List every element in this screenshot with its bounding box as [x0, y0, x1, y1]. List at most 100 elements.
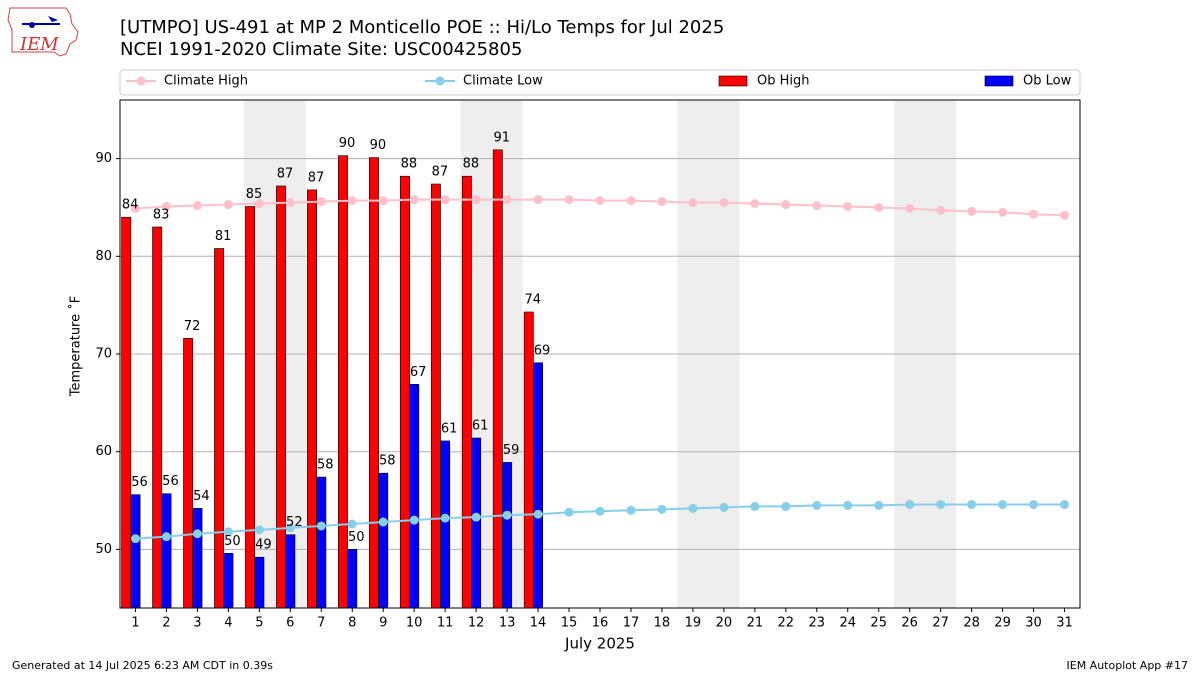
line-marker — [533, 195, 543, 205]
x-tick-label: 5 — [255, 616, 263, 631]
bar — [121, 216, 132, 609]
bar — [245, 206, 256, 609]
data-label: 56 — [131, 475, 148, 490]
x-tick-label: 15 — [561, 616, 578, 631]
data-label: 58 — [317, 458, 334, 473]
x-tick-label: 24 — [839, 616, 856, 631]
bar — [338, 155, 348, 609]
chart-subtitle: NCEI 1991-2020 Climate Site: USC00425805 — [120, 39, 522, 60]
data-label: 61 — [441, 421, 458, 436]
line-marker — [130, 203, 140, 213]
line-marker — [1029, 499, 1039, 509]
x-tick-label: 2 — [162, 616, 170, 631]
line-marker — [843, 201, 853, 211]
line-marker — [254, 199, 264, 209]
line-marker — [812, 201, 822, 211]
x-tick-label: 21 — [747, 616, 764, 631]
x-tick-label: 30 — [1025, 616, 1042, 631]
line-marker — [1060, 499, 1070, 509]
x-tick-label: 25 — [870, 616, 887, 631]
bar — [347, 549, 358, 609]
bar — [161, 493, 172, 609]
bar — [183, 338, 194, 609]
line-marker — [843, 500, 853, 510]
bar — [461, 175, 472, 609]
x-tick-label: 1 — [131, 616, 139, 631]
bar — [523, 311, 534, 609]
x-tick-label: 13 — [499, 616, 516, 631]
footer-right: IEM Autoplot App #17 — [1067, 659, 1189, 672]
line-marker — [595, 506, 605, 516]
line-marker — [595, 196, 605, 206]
bar — [223, 552, 234, 609]
legend-swatch — [984, 75, 1014, 87]
line-marker — [192, 529, 202, 539]
data-label: 69 — [534, 343, 551, 358]
logo-dot — [29, 22, 35, 28]
x-tick-label: 11 — [437, 616, 454, 631]
logo-text: IEM — [19, 34, 59, 55]
data-label: 74 — [525, 292, 542, 307]
line-marker — [874, 202, 884, 212]
line-marker — [192, 201, 202, 211]
data-label: 59 — [503, 443, 520, 458]
data-label: 58 — [379, 454, 396, 469]
bar — [502, 462, 513, 609]
bar — [399, 175, 410, 609]
x-tick-label: 7 — [317, 616, 325, 631]
line-marker — [1060, 210, 1070, 220]
line-marker — [781, 200, 791, 210]
line-marker — [688, 198, 698, 208]
bar — [254, 556, 265, 609]
logo: IEM — [7, 7, 79, 57]
bar — [430, 183, 441, 609]
data-label: 87 — [308, 170, 325, 185]
legend-swatch — [136, 76, 146, 86]
y-tick-label: 90 — [95, 151, 112, 166]
x-tick-label: 16 — [592, 616, 609, 631]
line-marker — [657, 197, 667, 207]
bar — [471, 437, 482, 609]
data-label: 90 — [339, 136, 356, 151]
bar — [276, 185, 286, 609]
data-label: 88 — [401, 157, 418, 172]
x-tick-label: 31 — [1056, 616, 1073, 631]
line-marker — [347, 196, 357, 206]
line-marker — [1029, 209, 1039, 219]
line-marker — [998, 499, 1008, 509]
line-marker — [905, 203, 915, 213]
line-marker — [347, 519, 357, 529]
x-tick-label: 19 — [685, 616, 702, 631]
footer-left: Generated at 14 Jul 2025 6:23 AM CDT in … — [12, 659, 273, 672]
line-marker — [161, 201, 171, 211]
legend-swatch — [718, 75, 748, 87]
line-marker — [254, 525, 264, 535]
line-marker — [905, 499, 915, 509]
line-marker — [936, 205, 946, 215]
x-tick-label: 12 — [468, 616, 485, 631]
bar — [409, 383, 420, 609]
y-tick-label: 80 — [95, 249, 112, 264]
data-label: 87 — [432, 165, 449, 180]
bar — [378, 472, 389, 609]
bar — [533, 362, 544, 609]
bar — [368, 157, 379, 609]
x-tick-label: 28 — [963, 616, 980, 631]
line-marker — [626, 196, 636, 206]
line-marker — [161, 532, 171, 542]
line-marker — [130, 534, 140, 544]
data-label: 54 — [193, 489, 210, 504]
line-marker — [874, 500, 884, 510]
logo-flag — [48, 16, 58, 22]
line-marker — [471, 195, 481, 205]
bar — [130, 494, 141, 609]
x-tick-label: 18 — [654, 616, 671, 631]
bar — [492, 149, 503, 609]
bar — [214, 248, 225, 609]
line-marker — [440, 195, 450, 205]
chart-title: [UTMPO] US-491 at MP 2 Monticello POE ::… — [120, 17, 724, 38]
data-label: 49 — [255, 538, 272, 553]
data-label: 67 — [410, 365, 427, 380]
x-tick-label: 23 — [809, 616, 826, 631]
